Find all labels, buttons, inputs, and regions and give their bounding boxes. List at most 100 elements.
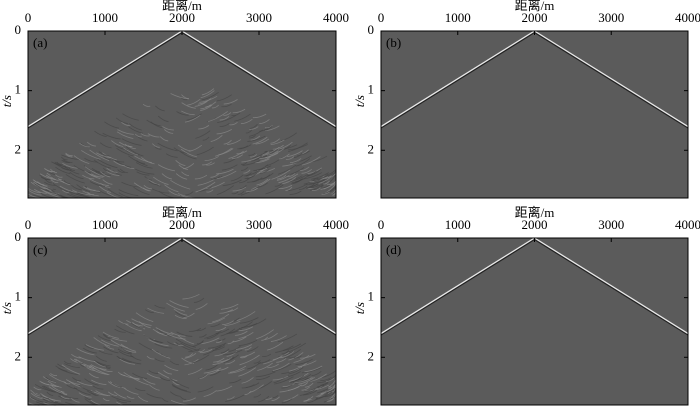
noise-event: [219, 309, 233, 314]
noise-event: [102, 167, 110, 172]
noise-event: [97, 158, 118, 169]
noise-event: [42, 398, 57, 404]
noise-event: [79, 363, 88, 368]
noise-event: [93, 337, 110, 347]
noise-event: [213, 357, 225, 363]
noise-event: [304, 383, 324, 393]
noise-event: [247, 361, 261, 370]
noise-event: [184, 114, 201, 123]
noise-event: [270, 335, 287, 342]
noise-event: [39, 173, 56, 180]
noise-event: [292, 155, 312, 164]
noise-event: [274, 376, 294, 385]
noise-event: [33, 392, 50, 400]
noise-event: [300, 382, 309, 387]
noise-event: [140, 133, 150, 137]
noise-event: [129, 123, 142, 131]
noise-event: [168, 190, 181, 196]
noise-event: [289, 362, 307, 372]
noise-event: [320, 376, 332, 381]
noise-event: [65, 153, 73, 158]
noise-event: [209, 370, 222, 376]
noise-event: [176, 111, 189, 116]
noise-event: [207, 111, 228, 123]
noise-event: [187, 368, 203, 375]
noise-event: [106, 167, 118, 173]
noise-event: [250, 135, 261, 141]
noise-event: [243, 169, 251, 174]
noise-event: [183, 312, 195, 318]
noise-event: [38, 183, 48, 189]
noise-event: [154, 343, 173, 349]
noise-event: [172, 381, 180, 386]
noise-event: [288, 175, 303, 181]
noise-event: [240, 161, 248, 165]
x-tick-label: 0: [25, 217, 32, 232]
noise-event: [226, 328, 243, 335]
noise-event: [281, 367, 301, 375]
noise-event: [48, 386, 67, 396]
noise-event: [142, 378, 156, 385]
noise-event: [301, 386, 310, 391]
noise-event: [192, 340, 204, 347]
noise-event: [113, 391, 127, 399]
noise-event: [169, 300, 189, 308]
noise-event: [272, 352, 290, 361]
noise-event: [93, 159, 111, 169]
noise-event: [106, 171, 120, 176]
x-tick-label: 0: [378, 10, 385, 25]
noise-event: [250, 156, 261, 162]
noise-event: [94, 360, 111, 368]
noise-event: [324, 391, 337, 398]
noise-event: [58, 395, 72, 401]
noise-event: [290, 375, 305, 383]
noise-event: [104, 121, 120, 129]
noise-event: [125, 323, 142, 332]
noise-event: [102, 334, 111, 339]
noise-event: [197, 186, 213, 192]
noise-event: [242, 159, 261, 166]
noise-event: [132, 372, 148, 379]
noise-event: [236, 150, 248, 155]
noise-event: [84, 398, 95, 405]
noise-event: [259, 119, 270, 124]
noise-event: [152, 143, 160, 148]
noise-event: [102, 179, 113, 185]
noise-event: [73, 165, 92, 174]
noise-event: [277, 333, 298, 343]
noise-event: [196, 146, 214, 156]
noise-event: [216, 185, 234, 195]
noise-event: [223, 112, 232, 116]
panel: 0 1000 2000 3000 4000 0 1 2 距离/m t/s (a): [0, 0, 349, 199]
noise-event: [159, 376, 171, 381]
noise-event: [286, 167, 305, 176]
noise-event: [299, 166, 310, 172]
y-tick-label: 1: [15, 82, 22, 97]
noise-event: [210, 173, 220, 178]
noise-event: [116, 325, 135, 335]
noise-event: [95, 390, 111, 397]
noise-event: [166, 333, 186, 340]
noise-event: [210, 135, 223, 142]
noise-event: [285, 342, 307, 354]
noise-event: [238, 331, 254, 339]
noise-event: [220, 303, 239, 310]
noise-event: [44, 179, 52, 184]
noise-event: [256, 329, 274, 340]
noise-event: [238, 367, 257, 377]
y-tick-label: 1: [368, 289, 375, 304]
noise-event: [199, 374, 208, 379]
noise-event: [238, 339, 258, 346]
noise-event: [232, 108, 246, 114]
noise-event: [39, 174, 50, 181]
y-tick-label: 1: [368, 82, 375, 97]
noise-event: [215, 340, 223, 343]
x-tick-label: 0: [378, 217, 385, 232]
noise-event: [294, 377, 313, 384]
noise-event: [203, 345, 222, 356]
noise-event: [27, 193, 40, 198]
noise-event: [201, 88, 215, 96]
noise-event: [310, 184, 319, 189]
noise-event: [198, 349, 206, 353]
noise-event: [175, 160, 186, 167]
